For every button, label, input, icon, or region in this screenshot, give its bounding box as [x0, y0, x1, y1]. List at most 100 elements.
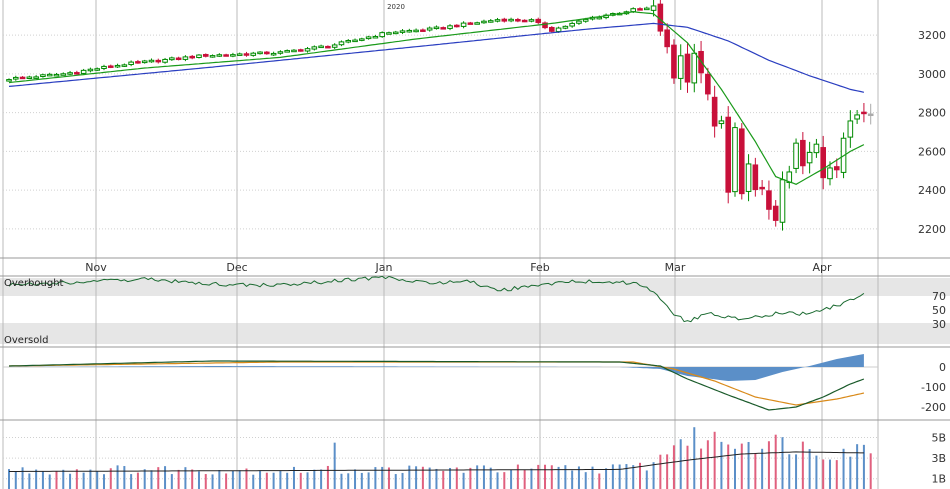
candle-up	[311, 46, 318, 50]
volume-bar-up	[761, 448, 764, 489]
volume-bar-down	[550, 465, 553, 489]
volume-y-tick-label: 1B	[931, 473, 946, 486]
volume-bar-up	[808, 449, 811, 489]
volume-bar-up	[374, 467, 377, 489]
volume-bar-down	[713, 431, 716, 489]
volume-bar-up	[21, 467, 24, 489]
volume-bar-up	[632, 465, 635, 489]
candle-up	[494, 19, 501, 22]
candle-up	[33, 76, 39, 79]
candle-up	[6, 79, 12, 82]
candle-up	[250, 52, 257, 56]
volume-bar-down	[523, 469, 526, 489]
volume-bar-down	[659, 454, 662, 489]
candle-down	[664, 29, 670, 48]
volume-bar-up	[449, 467, 452, 489]
month-label: Nov	[85, 261, 107, 274]
candle-up	[806, 151, 813, 164]
candle-up	[569, 22, 575, 27]
candle-up	[786, 171, 793, 183]
candle-up	[46, 73, 53, 77]
candle-up	[216, 54, 223, 57]
volume-bar-up	[849, 456, 852, 489]
candle-up	[528, 19, 535, 22]
candle-down	[542, 22, 548, 29]
candle-down	[325, 45, 331, 49]
candle-up	[53, 73, 60, 77]
volume-bar-up	[259, 470, 262, 489]
candle-up	[352, 39, 358, 43]
volume-bar-up	[720, 441, 723, 489]
month-label: Jan	[375, 261, 393, 274]
long-moving-average-line	[8, 22, 865, 93]
candle-up	[182, 56, 189, 60]
rsi-y-tick-label: 50	[932, 304, 946, 317]
volume-bar-up	[401, 472, 404, 489]
volume-bar-up	[123, 466, 126, 489]
volume-bar-up	[584, 472, 587, 489]
candle-up	[582, 18, 589, 22]
price-y-tick-label: 3000	[918, 68, 946, 81]
candle-up	[359, 38, 365, 41]
volume-bar-up	[89, 469, 92, 489]
candle-down	[521, 19, 528, 23]
volume-bar-up	[96, 471, 99, 489]
volume-bar-up	[69, 473, 72, 489]
volume-bar-down	[700, 448, 703, 489]
volume-bar-down	[774, 434, 777, 489]
candle-up	[481, 20, 487, 24]
candle-down	[759, 186, 765, 190]
candle-up	[392, 31, 399, 35]
short-moving-average-line	[8, 11, 865, 185]
candle-down	[752, 164, 759, 191]
candle-up	[433, 26, 440, 30]
candle-down	[671, 44, 677, 79]
candle-down	[420, 29, 426, 32]
volume-bar-down	[639, 462, 642, 489]
candle-up	[141, 60, 148, 64]
candle-down	[711, 96, 718, 127]
volume-bar-up	[408, 465, 411, 489]
candle-up	[793, 142, 799, 169]
candle-up	[12, 76, 19, 80]
overbought-label: Overbought	[4, 278, 64, 289]
volume-bar-down	[516, 464, 519, 489]
candle-up	[487, 20, 494, 23]
candle-down	[684, 53, 691, 83]
volume-bar-up	[510, 469, 513, 489]
volume-bar-down	[204, 474, 207, 489]
candle-down	[135, 61, 141, 64]
volume-bar-down	[299, 472, 302, 489]
volume-bar-down	[686, 445, 689, 489]
volume-y-tick-label: 3B	[931, 452, 946, 465]
candle-up	[209, 55, 216, 58]
volume-bar-up	[842, 448, 845, 489]
candle-down	[264, 51, 270, 55]
candlesticks	[6, 0, 874, 231]
volume-bar-down	[75, 469, 78, 489]
volume-average-line	[9, 451, 864, 472]
candle-up	[277, 51, 284, 54]
macd-line	[8, 360, 865, 411]
volume-bar-up	[435, 468, 438, 489]
volume-bar-down	[245, 468, 248, 489]
candle-down	[738, 128, 745, 195]
volume-bar-up	[605, 468, 608, 489]
candle-up	[94, 68, 101, 71]
candle-down	[107, 65, 114, 68]
volume-bar-up	[591, 466, 594, 489]
volume-bar-up	[862, 444, 865, 489]
volume-bar-up	[611, 464, 614, 489]
candle-up	[148, 59, 155, 63]
candle-up	[827, 167, 833, 180]
volume-bar-down	[442, 470, 445, 489]
volume-bar-down	[157, 467, 160, 489]
volume-bar-up	[143, 469, 146, 489]
candle-down	[705, 73, 711, 95]
volume-bar-down	[835, 460, 838, 489]
volume-bar-down	[706, 440, 709, 489]
volume-bar-up	[62, 469, 65, 489]
candle-up	[650, 5, 657, 11]
year-label: 2020	[387, 3, 405, 11]
